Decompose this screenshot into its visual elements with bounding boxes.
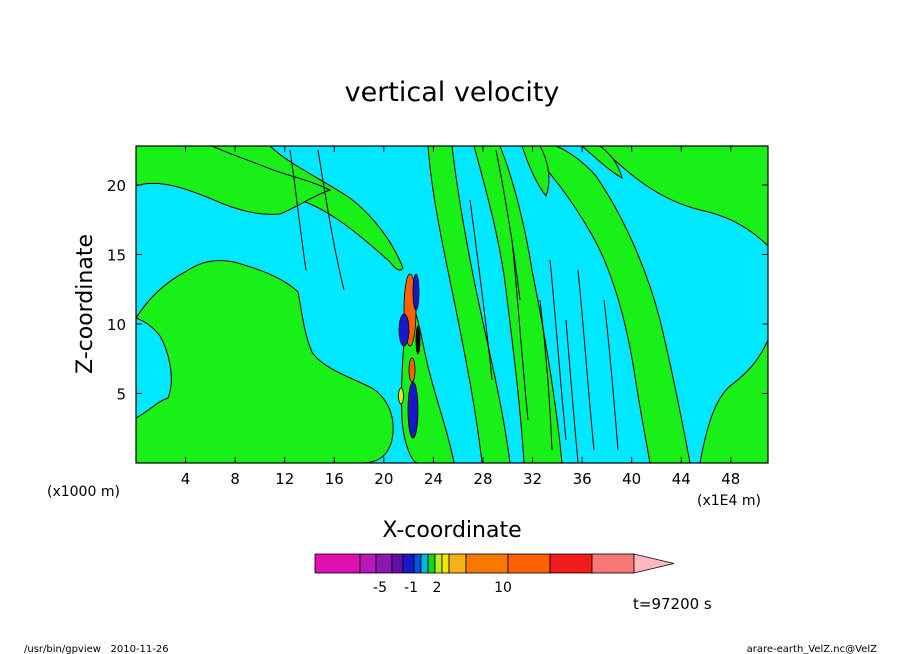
colorbar-swatch <box>359 553 377 574</box>
core-cell <box>398 387 404 405</box>
green-contour-bands <box>136 146 768 463</box>
x-tick-label: 44 <box>672 470 691 488</box>
colorbar-swatch <box>420 553 429 574</box>
plot-area <box>136 146 768 463</box>
contour-band <box>427 146 511 463</box>
contour-line <box>577 269 595 451</box>
colorbar-swatch <box>413 553 422 574</box>
y-axis-label: Z-coordinate <box>73 234 98 374</box>
colorbar-label: 10 <box>494 580 512 596</box>
x-tick-label: 16 <box>325 470 344 488</box>
contour-line <box>603 299 619 451</box>
x-unit-left: (x1000 m) <box>47 484 120 500</box>
x-tick-label: 36 <box>573 470 592 488</box>
core-cell <box>412 273 420 311</box>
x-axis-label: X-coordinate <box>382 518 521 543</box>
colorbar-swatch <box>441 553 450 574</box>
colorbar-swatch <box>507 553 551 574</box>
x-tick-label: 24 <box>424 470 443 488</box>
x-tick-label: 8 <box>230 470 240 488</box>
colorbar-swatch <box>402 553 415 574</box>
y-tick-label: 20 <box>107 177 126 195</box>
colorbar-swatch <box>375 553 393 574</box>
x-tick-label: 48 <box>721 470 740 488</box>
colorbar-swatch <box>448 553 467 574</box>
colorbar-swatch <box>427 553 436 574</box>
contour-line <box>495 149 521 301</box>
plot-frame <box>135 145 769 464</box>
y-tick-label: 5 <box>116 385 126 403</box>
chart-title: vertical velocity <box>345 77 560 108</box>
colorbar-labels: -5 -1 2 10 <box>373 580 512 596</box>
time-label: t=97200 s <box>633 595 712 613</box>
colorbar-label: -1 <box>404 580 418 596</box>
contour-line <box>317 149 345 291</box>
contour-line <box>549 259 567 441</box>
y-tick-label: 10 <box>107 316 126 334</box>
core-cell <box>408 357 416 383</box>
x-tick-label: 40 <box>622 470 641 488</box>
x-tick-label: 32 <box>523 470 542 488</box>
colorbar-swatch <box>465 553 509 574</box>
updraft-core <box>398 273 421 439</box>
contour-line <box>511 239 529 421</box>
x-tick-label: 4 <box>181 470 191 488</box>
footer-left: /usr/bin/gpview 2010-11-26 <box>24 644 169 654</box>
contour-band <box>599 146 768 247</box>
core-cell <box>407 381 419 439</box>
colorbar-swatch <box>434 553 443 574</box>
colorbar-swatch <box>314 553 361 574</box>
contour-line <box>469 199 493 381</box>
contour-line <box>565 319 579 463</box>
footer-right: arare-earth_VelZ.nc@VelZ <box>747 644 878 654</box>
contour-line <box>539 299 553 451</box>
contour-line <box>289 149 307 271</box>
contour-band <box>699 339 768 463</box>
core-cell <box>415 325 421 355</box>
x-tick-label: 28 <box>473 470 492 488</box>
colorbar-swatch <box>591 553 635 574</box>
contour-band <box>521 146 550 198</box>
x-tick-label: 20 <box>374 470 393 488</box>
colorbar <box>314 553 675 574</box>
colorbar-arrow <box>633 553 675 574</box>
colorbar-swatch <box>549 553 593 574</box>
x-tick-label: 12 <box>275 470 294 488</box>
x-unit-right: (x1E4 m) <box>697 493 761 509</box>
x-axis: 4 8 12 16 20 24 28 32 36 40 44 48 <box>181 146 740 488</box>
colorbar-label: -5 <box>373 580 387 596</box>
core-cell <box>398 313 410 347</box>
contour-band <box>136 259 394 463</box>
colorbar-swatch <box>391 553 404 574</box>
contour-band <box>136 146 332 215</box>
y-tick-label: 15 <box>107 246 126 264</box>
colorbar-label: 2 <box>433 580 442 596</box>
y-axis: 5 10 15 20 <box>107 177 768 403</box>
contour-band <box>581 146 623 180</box>
